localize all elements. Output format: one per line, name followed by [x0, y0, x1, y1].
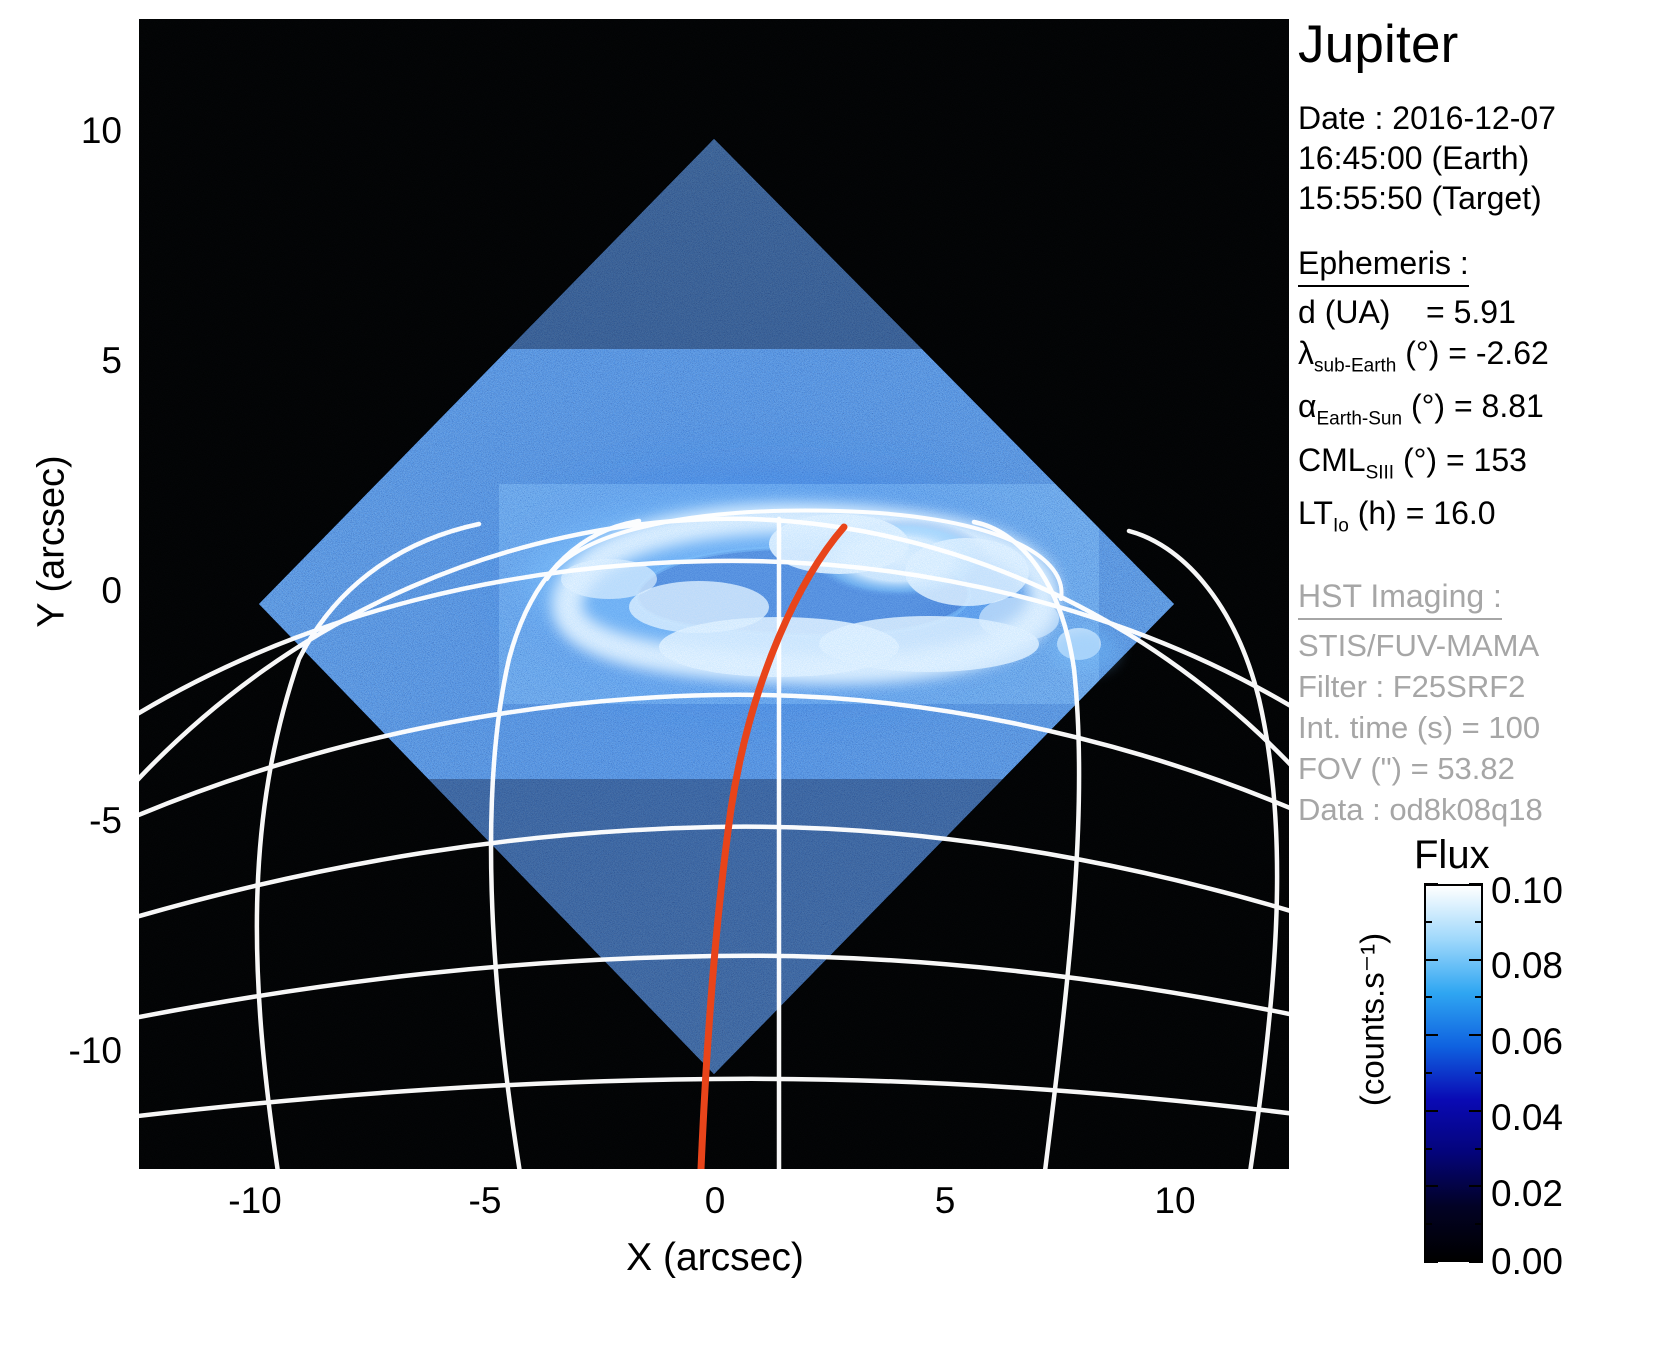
- ephemeris-cml-unit: (°): [1402, 441, 1438, 478]
- colorbar-tick-mark: [1424, 1223, 1432, 1226]
- ephemeris-lt-sub: Io: [1332, 515, 1349, 537]
- colorbar-tick-mark: [1424, 1072, 1432, 1074]
- ephemeris-alpha-unit: (°): [1410, 388, 1446, 425]
- hst-fov: FOV (") = 53.82: [1298, 750, 1515, 786]
- io-footpath-curve: [697, 523, 848, 1169]
- x-tick-label: 5: [934, 1180, 956, 1221]
- observation-target-time: 15:55:50 (Target): [1298, 180, 1542, 216]
- hst-instrument: STIS/FUV-MAMA: [1298, 627, 1540, 663]
- colorbar-tick-mark: [1424, 958, 1438, 961]
- info-panel: Jupiter Date : 2016-12-07 16:45:00 (Eart…: [1298, 0, 1677, 830]
- colorbar-tick-mark: [1424, 1147, 1432, 1150]
- ephemeris-distance-value: = 5.91: [1426, 294, 1516, 330]
- colorbar-tick-label: 0.04: [1491, 1097, 1564, 1138]
- x-tick-label: 10: [1154, 1180, 1196, 1221]
- observation-earth-time: 16:45:00 (Earth): [1298, 140, 1530, 176]
- x-tick-label: -5: [468, 1180, 502, 1221]
- colorbar-tick-mark: [1469, 883, 1483, 885]
- y-axis-label: Y (arcsec): [30, 455, 73, 628]
- colorbar-unit-label: (counts.s⁻¹): [1353, 932, 1391, 1107]
- colorbar-tick-mark: [1424, 1034, 1438, 1037]
- ephemeris-block: Ephemeris : d (UA) = 5.91 λsub-Earth (°)…: [1298, 244, 1677, 547]
- colorbar-tick-mark: [1424, 1109, 1438, 1112]
- colorbar-tick-mark: [1424, 920, 1432, 923]
- ephemeris-lt-label: LT: [1298, 495, 1333, 532]
- ephemeris-alpha-sub: Earth-Sun: [1316, 408, 1403, 430]
- colorbar-tick-mark: [1424, 996, 1432, 999]
- ephemeris-lambda-value: = -2.62: [1448, 335, 1549, 371]
- colorbar-tick-mark: [1469, 1185, 1483, 1188]
- ephemeris-lambda-unit: (°): [1405, 335, 1440, 371]
- colorbar-tick-label: 0.10: [1491, 870, 1564, 911]
- aurora-image: [139, 19, 1289, 1169]
- x-axis-label: X (arcsec): [626, 1236, 804, 1279]
- colorbar-tick-label: 0.02: [1491, 1173, 1564, 1214]
- ephemeris-distance: d (UA) = 5.91: [1298, 292, 1677, 333]
- colorbar-tick-mark: [1475, 1147, 1483, 1150]
- colorbar-tick-mark: [1475, 1223, 1483, 1226]
- y-tick-label: 0: [101, 570, 122, 611]
- colorbar-tick-mark: [1469, 958, 1483, 961]
- colorbar-tick-label: 0.06: [1491, 1021, 1564, 1062]
- hst-filter: Filter : F25SRF2: [1298, 668, 1526, 704]
- hst-imaging-heading: HST Imaging :: [1298, 577, 1502, 620]
- ephemeris-cml: CMLSIII (°) = 153: [1298, 440, 1677, 493]
- ephemeris-alpha: αEarth-Sun (°) = 8.81: [1298, 386, 1677, 439]
- x-tick-label: -10: [228, 1180, 282, 1221]
- colorbar-tick-mark: [1424, 1261, 1438, 1263]
- ephemeris-distance-label: d (UA): [1298, 294, 1391, 330]
- colorbar-tick-label: 0.08: [1491, 945, 1564, 986]
- ephemeris-lambda-sub: sub-Earth: [1314, 355, 1397, 377]
- colorbar-tick-label: 0.00: [1491, 1241, 1564, 1282]
- ephemeris-lt-value: = 16.0: [1405, 495, 1496, 532]
- colorbar-title: Flux: [1414, 833, 1490, 877]
- colorbar-tick-mark: [1469, 1261, 1483, 1263]
- x-tick-label: 0: [704, 1180, 726, 1221]
- colorbar-tick-mark: [1424, 883, 1438, 885]
- target-title: Jupiter: [1298, 15, 1459, 74]
- ephemeris-cml-label: CML: [1298, 441, 1366, 478]
- ephemeris-cml-value: = 153: [1445, 441, 1527, 478]
- ephemeris-alpha-value: = 8.81: [1453, 388, 1544, 425]
- ephemeris-lt-unit: (h): [1357, 495, 1397, 532]
- plot-area: [139, 19, 1289, 1169]
- colorbar-tick-mark: [1469, 1109, 1483, 1112]
- hst-imaging-block: HST Imaging : STIS/FUV-MAMA Filter : F25…: [1298, 577, 1677, 830]
- y-tick-label: -10: [68, 1030, 122, 1071]
- colorbar-tick-mark: [1475, 920, 1483, 923]
- ephemeris-alpha-symbol: α: [1298, 388, 1317, 425]
- observation-date: Date : 2016-12-07: [1298, 100, 1556, 136]
- y-tick-label: 10: [80, 110, 122, 151]
- y-tick-label: 5: [101, 340, 122, 381]
- observation-block: Date : 2016-12-07 16:45:00 (Earth) 15:55…: [1298, 98, 1677, 218]
- y-tick-label: -5: [89, 800, 122, 841]
- colorbar-tick-mark: [1475, 996, 1483, 999]
- coordinate-grid: [139, 508, 1289, 1169]
- hst-data-id: Data : od8k08q18: [1298, 791, 1543, 827]
- colorbar-tick-mark: [1475, 1072, 1483, 1074]
- ephemeris-lambda-symbol: λ: [1298, 335, 1314, 371]
- hst-int-time: Int. time (s) = 100: [1298, 709, 1541, 745]
- ephemeris-lambda: λsub-Earth (°) = -2.62: [1298, 333, 1677, 386]
- colorbar-tick-mark: [1424, 1185, 1438, 1188]
- ephemeris-lt: LTIo (h) = 16.0: [1298, 493, 1677, 546]
- ephemeris-heading: Ephemeris :: [1298, 244, 1469, 287]
- colorbar-tick-mark: [1469, 1034, 1483, 1037]
- ephemeris-cml-sub: SIII: [1365, 462, 1395, 484]
